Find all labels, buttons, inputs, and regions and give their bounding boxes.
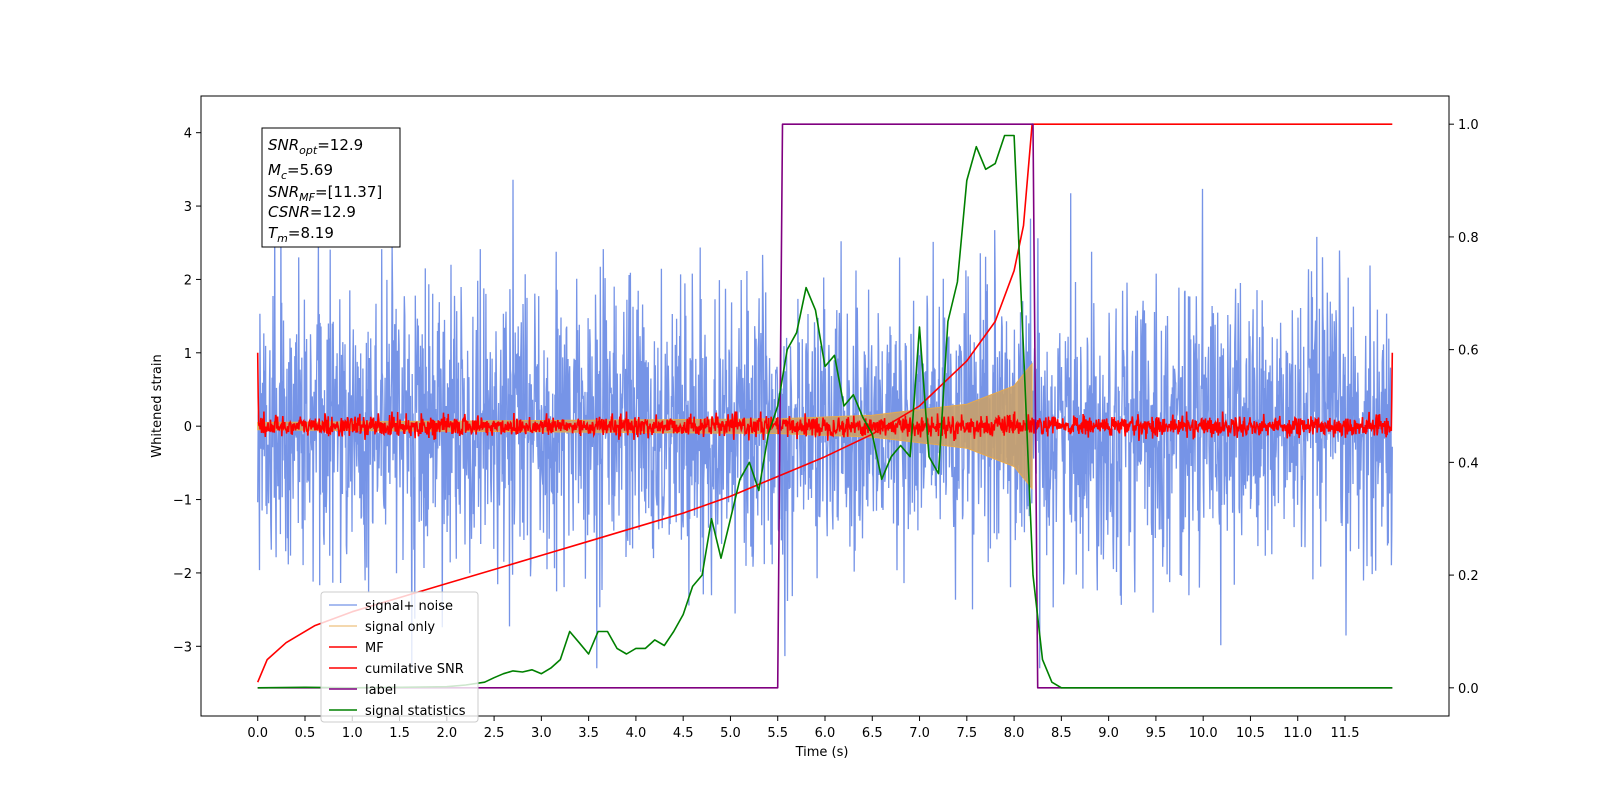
x-axis-label: Time (s) bbox=[795, 745, 849, 760]
y-axis: 4 3 2 1 0 −1 −2 −3 bbox=[173, 127, 201, 655]
x-tick-label: 2.0 bbox=[436, 726, 457, 741]
y-tick-label: −3 bbox=[173, 640, 192, 655]
info-mc: Mc=5.69 bbox=[268, 161, 333, 182]
y2-axis: 1.0 0.8 0.6 0.4 0.2 0.0 bbox=[1449, 118, 1479, 697]
x-tick-label: 7.5 bbox=[956, 726, 977, 741]
y2-tick-label: 0.0 bbox=[1458, 682, 1479, 697]
x-tick-label: 1.0 bbox=[342, 726, 363, 741]
x-tick-label: 4.5 bbox=[673, 726, 694, 741]
x-tick-label: 11.0 bbox=[1283, 726, 1312, 741]
info-csnr: CSNR=12.9 bbox=[268, 203, 356, 221]
x-axis: 0.0 0.5 1.0 1.5 2.0 2.5 3.0 3.5 4.0 4.5 5.0 5.5 6.0 6… bbox=[247, 716, 1359, 741]
series-signal-statistics bbox=[257, 134, 1393, 689]
x-tick-label: 11.5 bbox=[1331, 726, 1360, 741]
x-tick-label: 10.0 bbox=[1189, 726, 1218, 741]
y-tick-label: −1 bbox=[173, 494, 192, 509]
y2-tick-label: 0.6 bbox=[1458, 344, 1479, 359]
x-tick-label: 0.5 bbox=[295, 726, 316, 741]
legend: signal+ noise signal only MF cumilative SNR… bbox=[320, 591, 479, 723]
x-tick-label: 9.5 bbox=[1146, 726, 1167, 741]
x-tick-label: 7.0 bbox=[909, 726, 930, 741]
legend-entry: MF bbox=[365, 641, 384, 656]
legend-entry: label bbox=[365, 683, 396, 698]
info-box-frame bbox=[261, 127, 401, 248]
x-tick-label: 0.0 bbox=[247, 726, 268, 741]
legend-entry: cumilative SNR bbox=[365, 662, 464, 677]
y2-tick-label: 1.0 bbox=[1458, 118, 1479, 133]
x-tick-label: 5.5 bbox=[767, 726, 788, 741]
x-tick-label: 3.0 bbox=[531, 726, 552, 741]
legend-entry: signal+ noise bbox=[365, 599, 453, 614]
plot-area bbox=[200, 95, 1450, 717]
x-tick-label: 6.5 bbox=[862, 726, 883, 741]
x-tick-label: 8.0 bbox=[1004, 726, 1025, 741]
legend-entry: signal only bbox=[365, 620, 435, 635]
info-snr-mf: SNRMF=[11.37] bbox=[268, 183, 382, 204]
info-box: SNRopt=12.9 Mc=5.69 SNRMF=[11.37] CSNR=1… bbox=[261, 127, 401, 248]
y-axis-label: Whitened strain bbox=[150, 354, 165, 457]
x-tick-label: 8.5 bbox=[1051, 726, 1072, 741]
x-tick-label: 3.5 bbox=[578, 726, 599, 741]
y-tick-label: 0 bbox=[184, 420, 192, 435]
x-tick-label: 2.5 bbox=[484, 726, 505, 741]
y2-tick-label: 0.8 bbox=[1458, 231, 1479, 246]
y-tick-label: −2 bbox=[173, 567, 192, 582]
legend-frame bbox=[320, 591, 479, 723]
x-tick-label: 1.5 bbox=[389, 726, 410, 741]
info-snr-opt: SNRopt=12.9 bbox=[268, 136, 363, 157]
x-tick-label: 5.0 bbox=[720, 726, 741, 741]
series-mf bbox=[256, 352, 1394, 441]
x-tick-label: 4.0 bbox=[626, 726, 647, 741]
legend-entry: signal statistics bbox=[365, 704, 466, 719]
x-tick-label: 6.0 bbox=[815, 726, 836, 741]
x-tick-label: 9.0 bbox=[1098, 726, 1119, 741]
y2-tick-label: 0.2 bbox=[1458, 569, 1479, 584]
y-tick-label: 4 bbox=[184, 127, 192, 142]
y-tick-label: 1 bbox=[184, 347, 192, 362]
x-tick-label: 10.5 bbox=[1236, 726, 1265, 741]
y-tick-label: 3 bbox=[184, 200, 192, 215]
y-tick-label: 2 bbox=[184, 273, 192, 288]
series-signal-noise bbox=[257, 179, 1393, 669]
y2-tick-label: 0.4 bbox=[1458, 456, 1479, 471]
